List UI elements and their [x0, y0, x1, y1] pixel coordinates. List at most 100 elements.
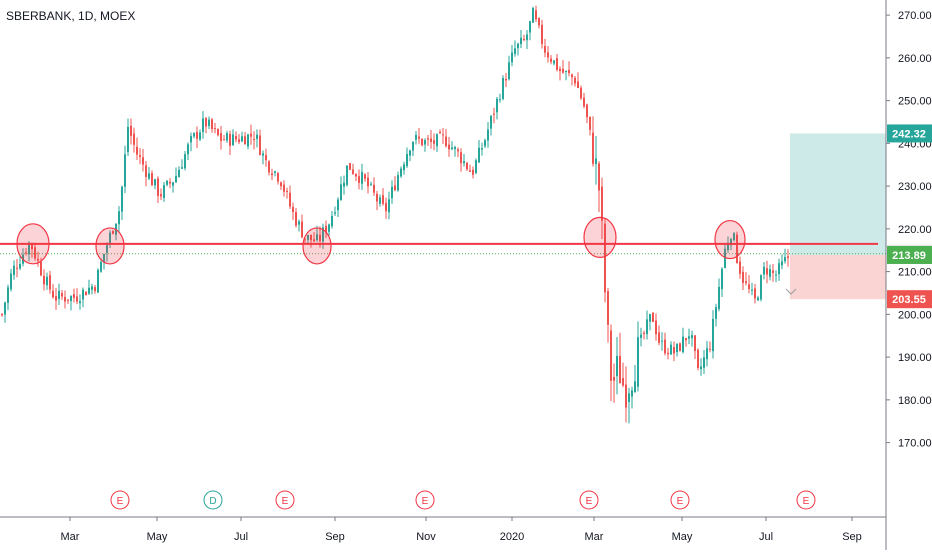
candle-body [595, 158, 597, 164]
y-tick-label: 230.00 [898, 181, 932, 193]
candle-body [4, 302, 6, 315]
candle-body [268, 161, 270, 173]
candle-body [676, 343, 678, 353]
candle-body [247, 134, 249, 147]
candle-body [472, 169, 474, 175]
candle-body [151, 173, 153, 186]
candle-body [517, 43, 519, 49]
candle-body [76, 296, 78, 302]
candle-body [481, 148, 483, 150]
candle-body [82, 289, 84, 300]
candle-body [70, 295, 72, 302]
candle-body [310, 234, 312, 241]
candle-body [157, 178, 159, 196]
candle-body [610, 330, 612, 381]
candle-body [187, 144, 189, 155]
candle-body [679, 343, 681, 351]
candle-body [19, 264, 21, 269]
candle-body [586, 104, 588, 118]
x-tick-label: Nov [416, 531, 436, 543]
highlight-circle [302, 227, 332, 265]
candle-body [46, 276, 48, 286]
candle-body [730, 239, 732, 246]
y-tick-label: 210.00 [898, 267, 932, 279]
candle-body [364, 174, 366, 179]
candle-body [313, 239, 315, 242]
earnings-marker [670, 490, 690, 510]
candle-body [16, 267, 18, 269]
candle-body [442, 134, 444, 136]
candle-body [400, 168, 402, 177]
candle-body [682, 336, 684, 353]
candle-body [565, 70, 567, 72]
candle-body [205, 118, 207, 127]
event-letter: E [422, 496, 429, 507]
highlight-circle [95, 227, 125, 265]
candle-body [499, 99, 501, 101]
candle-body [709, 348, 711, 350]
candle-body [31, 243, 33, 250]
candle-body [112, 230, 114, 234]
candle-body [43, 275, 45, 285]
candle-body [349, 163, 351, 170]
candle-body [280, 182, 282, 187]
candle-body [271, 173, 273, 176]
candle-body [496, 98, 498, 113]
candle-body [781, 261, 783, 266]
candle-body [55, 296, 57, 301]
x-tick-label: Jul [234, 531, 248, 543]
candle-body [133, 133, 135, 145]
candle-body [367, 177, 369, 187]
candle-body [304, 238, 306, 240]
candle-body [67, 299, 69, 301]
candle-body [346, 165, 348, 185]
candle-body [613, 377, 615, 381]
candle-body [37, 258, 39, 261]
candle-body [715, 307, 717, 319]
candle-body [520, 37, 522, 45]
candle-body [478, 147, 480, 163]
candle-body [664, 339, 666, 354]
candle-body [259, 135, 261, 155]
candle-body [316, 234, 318, 241]
candle-body [202, 118, 204, 132]
candles [1, 5, 789, 424]
candle-body [100, 262, 102, 272]
stop-price-badge: 203.55 [892, 294, 926, 306]
candle-body [283, 184, 285, 192]
x-tick-label: 2020 [500, 531, 524, 543]
candle-body [769, 269, 771, 277]
candle-body [391, 186, 393, 199]
y-tick-label: 190.00 [898, 352, 932, 364]
candle-body [118, 211, 120, 225]
candle-body [121, 186, 123, 212]
candle-body [619, 355, 621, 384]
y-tick-label: 250.00 [898, 96, 932, 108]
candle-body [331, 215, 333, 227]
candle-body [541, 24, 543, 44]
candle-body [223, 139, 225, 141]
entry-price-badge: 213.89 [892, 250, 926, 262]
candle-body [616, 356, 618, 377]
candle-body [25, 252, 27, 254]
candle-body [598, 163, 600, 191]
candle-body [265, 155, 267, 161]
candle-body [127, 126, 129, 153]
candle-body [160, 194, 162, 197]
dividend-marker [203, 490, 223, 510]
candle-body [64, 296, 66, 302]
candle-body [1, 314, 3, 316]
y-tick-label: 180.00 [898, 395, 932, 407]
candle-body [727, 244, 729, 251]
candle-body [97, 269, 99, 293]
candle-body [208, 119, 210, 126]
candle-body [169, 181, 171, 184]
highlight-circle [16, 223, 50, 265]
candle-body [403, 164, 405, 171]
candle-body [742, 271, 744, 283]
target-price-badge: 242.32 [892, 128, 926, 140]
candle-body [643, 332, 645, 334]
position-zones [790, 133, 886, 300]
